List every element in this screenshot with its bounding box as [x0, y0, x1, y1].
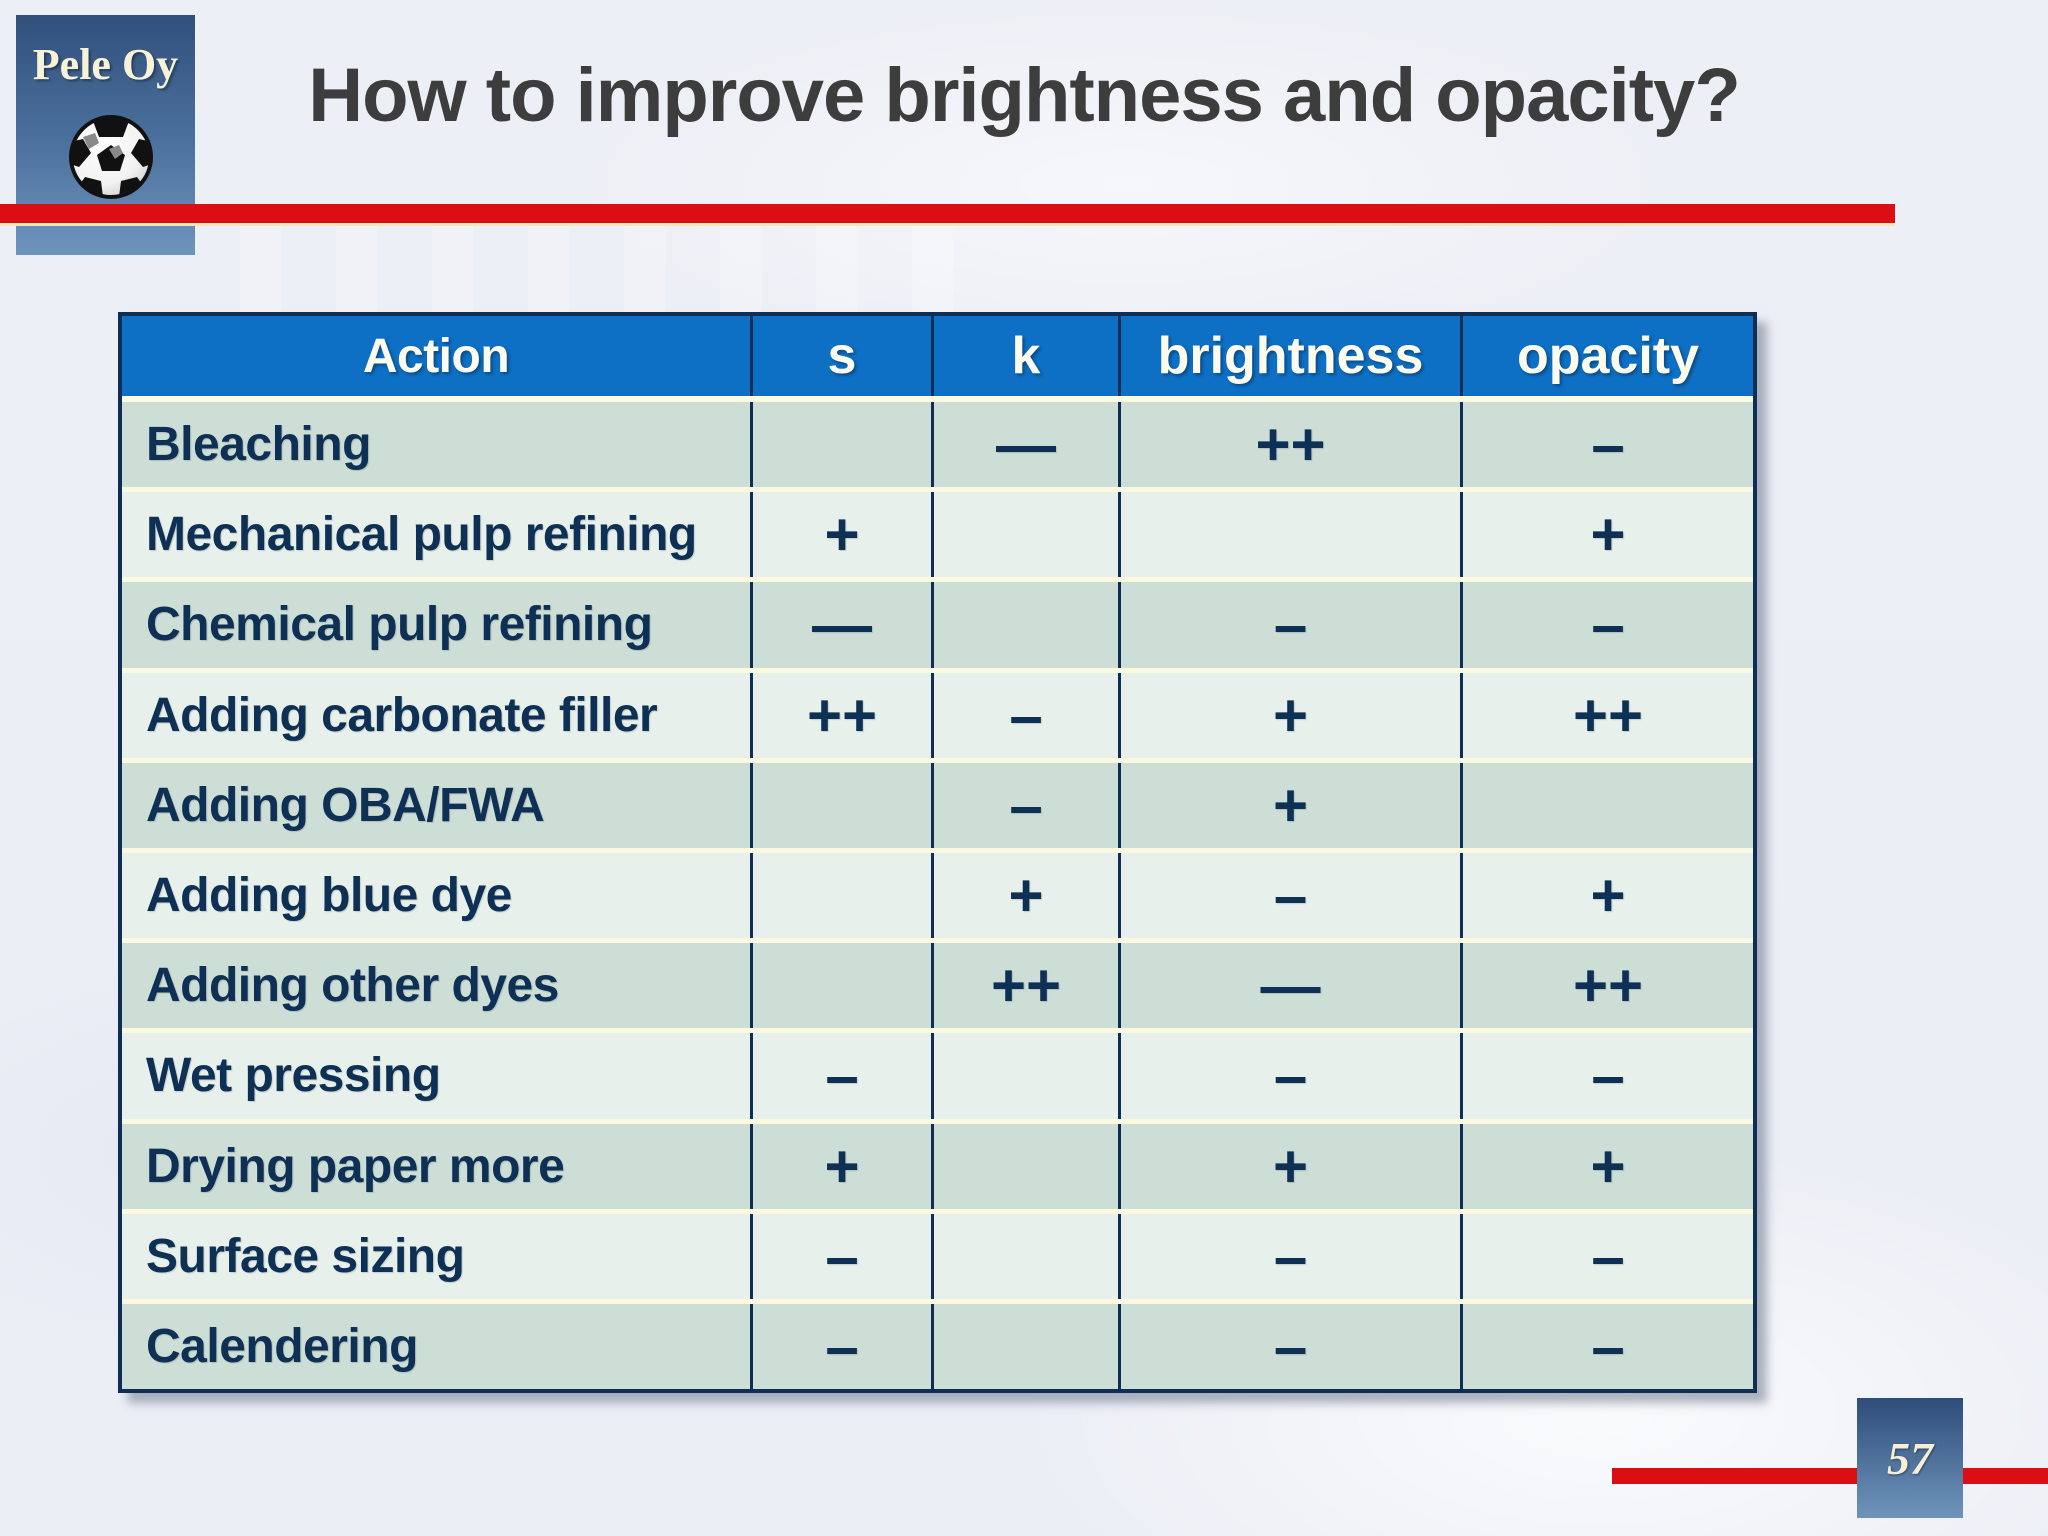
table-row: Adding other dyes ++ — ++	[122, 943, 1753, 1034]
table-row: Calendering – – –	[122, 1303, 1753, 1390]
action-cell: Wet pressing	[146, 1049, 441, 1103]
action-cell: Adding other dyes	[146, 959, 559, 1013]
value-cell-k	[931, 582, 1118, 668]
action-cell: Calendering	[146, 1319, 418, 1373]
value-cell-s: +	[750, 492, 931, 578]
table-header-row: Action s k brightness opacity	[122, 316, 1753, 402]
column-header-brightness: brightness	[1118, 316, 1460, 396]
value-cell-opacity: ++	[1460, 943, 1753, 1029]
value-cell-opacity: ++	[1460, 672, 1753, 758]
value-cell-s: +	[750, 1123, 931, 1209]
value-cell-opacity: –	[1460, 1213, 1753, 1299]
value-cell-s	[750, 402, 931, 488]
action-cell: Drying paper more	[146, 1139, 565, 1193]
value-cell-brightness: –	[1118, 852, 1460, 939]
page-title: How to improve brightness and opacity?	[308, 53, 1741, 138]
value-cell-brightness: –	[1118, 1033, 1460, 1119]
soccer-ball-icon	[69, 115, 153, 199]
value-cell-k	[931, 492, 1118, 578]
value-cell-k: —	[931, 402, 1118, 488]
page-number: 57	[1887, 1432, 1933, 1484]
table-row: Wet pressing – – –	[122, 1033, 1753, 1124]
value-cell-brightness: –	[1118, 582, 1460, 668]
action-cell: Mechanical pulp refining	[146, 508, 697, 562]
value-cell-s: –	[750, 1213, 931, 1299]
action-cell: Adding blue dye	[146, 869, 512, 923]
value-cell-brightness: +	[1118, 1123, 1460, 1209]
value-cell-opacity: –	[1460, 582, 1753, 668]
value-cell-k: –	[931, 762, 1118, 848]
value-cell-s: –	[750, 1303, 931, 1390]
effects-table: Action s k brightness opacity Bleaching —…	[118, 312, 1757, 1393]
table-row: Adding OBA/FWA – +	[122, 762, 1753, 853]
table-body: Bleaching — ++ – Mechanical pulp refining + + C…	[122, 402, 1753, 1390]
value-cell-brightness: +	[1118, 762, 1460, 848]
action-cell: Adding OBA/FWA	[146, 778, 545, 832]
value-cell-k	[931, 1213, 1118, 1299]
table-row: Drying paper more + + +	[122, 1123, 1753, 1214]
top-divider	[0, 204, 1895, 226]
table-row: Adding carbonate filler ++ – + ++	[122, 672, 1753, 763]
bottom-divider	[1612, 1468, 2048, 1484]
value-cell-opacity: –	[1460, 402, 1753, 488]
value-cell-brightness: –	[1118, 1303, 1460, 1390]
table-row: Bleaching — ++ –	[122, 402, 1753, 493]
value-cell-brightness: ++	[1118, 402, 1460, 488]
value-cell-s: ++	[750, 672, 931, 758]
table-row: Adding blue dye + – +	[122, 852, 1753, 944]
action-cell: Bleaching	[146, 418, 371, 472]
value-cell-k: +	[931, 852, 1118, 939]
value-cell-s: —	[750, 582, 931, 668]
value-cell-k: ++	[931, 943, 1118, 1029]
value-cell-s	[750, 852, 931, 939]
table-row: Chemical pulp refining — – –	[122, 582, 1753, 673]
value-cell-opacity: +	[1460, 852, 1753, 939]
page-number-badge: 57	[1857, 1398, 1963, 1518]
table-row: Mechanical pulp refining + +	[122, 492, 1753, 583]
value-cell-opacity: +	[1460, 492, 1753, 578]
value-cell-s	[750, 762, 931, 848]
value-cell-brightness	[1118, 492, 1460, 578]
action-cell: Surface sizing	[146, 1229, 465, 1283]
column-header-opacity: opacity	[1460, 316, 1753, 396]
action-cell: Adding carbonate filler	[146, 688, 658, 742]
value-cell-opacity: –	[1460, 1033, 1753, 1119]
value-cell-opacity: +	[1460, 1123, 1753, 1209]
value-cell-opacity: –	[1460, 1303, 1753, 1390]
value-cell-k	[931, 1123, 1118, 1209]
value-cell-opacity	[1460, 762, 1753, 848]
value-cell-k: –	[931, 672, 1118, 758]
value-cell-brightness: —	[1118, 943, 1460, 1029]
background-watermark	[240, 222, 960, 312]
column-header-k: k	[931, 316, 1118, 396]
value-cell-brightness: –	[1118, 1213, 1460, 1299]
column-header-action: Action	[362, 329, 510, 383]
value-cell-s: –	[750, 1033, 931, 1119]
table-row: Surface sizing – – –	[122, 1213, 1753, 1304]
value-cell-brightness: +	[1118, 672, 1460, 758]
logo-text: Pele Oy	[32, 40, 179, 89]
value-cell-k	[931, 1303, 1118, 1390]
action-cell: Chemical pulp refining	[146, 598, 653, 652]
value-cell-k	[931, 1033, 1118, 1119]
column-header-s: s	[750, 316, 931, 396]
value-cell-s	[750, 943, 931, 1029]
